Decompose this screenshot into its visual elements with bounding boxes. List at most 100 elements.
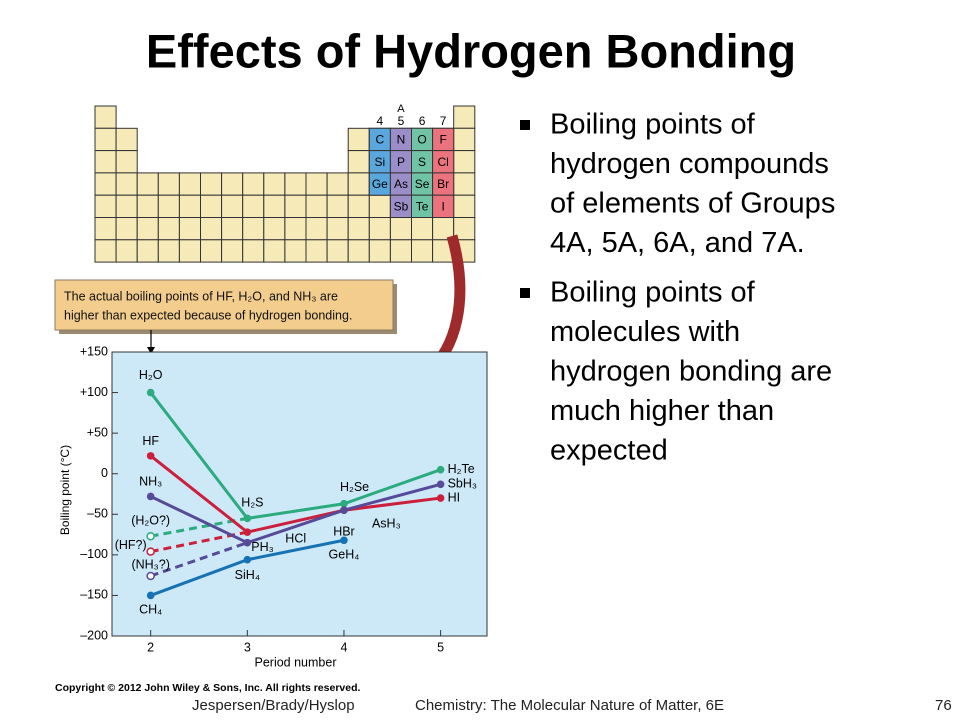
data-point — [340, 536, 348, 545]
table-cell — [347, 239, 370, 263]
table-cell — [200, 172, 223, 196]
point-label: PH₃ — [251, 540, 273, 554]
table-cell — [200, 194, 223, 218]
table-cell — [284, 194, 307, 218]
x-tick-label: 4 — [340, 640, 347, 654]
data-point — [243, 528, 252, 536]
table-cell — [94, 105, 117, 129]
table-cell — [326, 172, 349, 196]
table-cell — [263, 217, 286, 241]
table-cell — [136, 194, 159, 218]
table-cell — [157, 194, 180, 218]
table-cell — [347, 150, 370, 174]
group-label: 7 — [440, 114, 447, 128]
table-cell — [411, 239, 434, 263]
expected-line — [150, 541, 248, 578]
table-cell — [157, 172, 180, 196]
table-cell — [178, 239, 201, 263]
series-line — [150, 482, 441, 545]
slide-title: Effects of Hydrogen Bonding — [146, 24, 796, 77]
table-cell — [221, 194, 244, 218]
point-label: AsH₃ — [372, 517, 401, 531]
table-cell — [115, 194, 138, 218]
table-cell — [178, 217, 201, 241]
table-cell — [178, 172, 201, 196]
table-cell — [115, 217, 138, 241]
table-cell — [347, 172, 370, 196]
element-symbol: P — [397, 155, 405, 169]
y-tick-label: 0 — [101, 466, 108, 480]
expected-label: (NH₃?) — [131, 557, 169, 571]
bullet-text: hydrogen compounds — [550, 148, 829, 180]
x-tick-label: 2 — [147, 640, 154, 654]
group-label: 6 — [419, 114, 426, 128]
callout-text: The actual boiling points of HF, H₂O, an… — [64, 289, 338, 303]
y-tick-label: +150 — [80, 344, 108, 358]
expected-point — [146, 571, 155, 581]
table-cell — [453, 194, 476, 218]
point-label: SbH₃ — [448, 477, 477, 491]
point-label: HI — [448, 490, 461, 504]
table-cell — [242, 239, 265, 263]
plot-area — [111, 351, 488, 637]
table-cell — [263, 239, 286, 263]
expected-point — [146, 547, 155, 556]
element-symbol: Si — [375, 155, 386, 169]
table-cell — [305, 217, 328, 241]
bullet-text: hydrogen bonding are — [550, 356, 832, 388]
point-label: H₂O — [139, 368, 163, 382]
table-cell — [115, 239, 138, 263]
bullet-text: much higher than — [550, 395, 774, 427]
point-label: GeH₄ — [329, 548, 360, 562]
callout-arrow-head — [147, 347, 155, 354]
table-cell — [453, 127, 476, 152]
data-point — [436, 465, 445, 474]
y-tick-label: +50 — [87, 425, 108, 439]
table-cell — [305, 194, 328, 218]
table-cell — [284, 217, 307, 241]
group-header: A — [397, 103, 405, 115]
table-cell — [368, 239, 391, 263]
point-label: HCl — [285, 531, 306, 545]
table-cell — [157, 239, 180, 263]
table-cell — [94, 194, 117, 218]
point-label: H₂Te — [448, 462, 475, 476]
table-cell — [453, 105, 476, 129]
footer-book: Chemistry: The Molecular Nature of Matte… — [415, 697, 724, 714]
table-cell — [326, 239, 349, 263]
table-cell — [305, 239, 328, 263]
data-point — [243, 514, 252, 523]
table-cell — [94, 239, 117, 263]
element-symbol: As — [394, 177, 408, 191]
point-label: HBr — [333, 525, 355, 539]
callout-text: higher than expected because of hydrogen… — [64, 308, 352, 322]
table-cell — [453, 172, 476, 196]
callout-box — [54, 279, 394, 331]
data-point — [146, 452, 155, 460]
table-cell — [263, 172, 286, 196]
table-cell — [411, 217, 434, 241]
x-tick-label: 5 — [437, 640, 444, 654]
table-cell — [94, 172, 117, 196]
data-point — [436, 494, 445, 502]
data-point — [146, 492, 155, 501]
element-symbol: Cl — [437, 155, 448, 169]
table-cell — [284, 172, 307, 196]
chart: +150 +100 +50 0 –50 –100 –150 –200 2 3 4 5 Period nu… — [58, 344, 488, 669]
point-label: CH₄ — [139, 603, 162, 617]
expected-point — [146, 531, 155, 541]
element-symbol: Br — [437, 177, 449, 191]
point-label: SiH₄ — [235, 568, 260, 582]
element-symbol: O — [417, 133, 426, 147]
bullet-text: molecules with — [550, 316, 740, 348]
data-point — [146, 591, 155, 600]
data-point — [243, 555, 252, 564]
table-cell — [136, 239, 159, 263]
bullet-marker — [520, 120, 530, 130]
table-cell — [453, 150, 476, 174]
table-cell — [242, 194, 265, 218]
table-cell — [115, 172, 138, 196]
y-tick-label: –200 — [80, 628, 108, 642]
table-cell — [368, 194, 391, 218]
bullet-marker — [520, 288, 530, 298]
